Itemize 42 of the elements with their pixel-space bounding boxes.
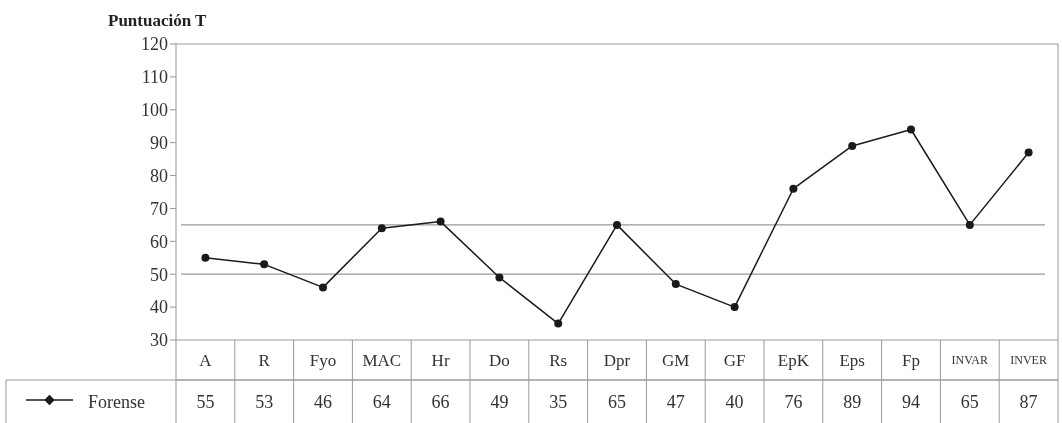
- data-label: 65: [960, 392, 979, 413]
- x-tick-label: INVER: [1010, 353, 1047, 368]
- data-label: 40: [725, 392, 744, 413]
- data-label: 66: [431, 392, 450, 413]
- data-label: 89: [843, 392, 862, 413]
- data-label: 47: [666, 392, 685, 413]
- data-label: 53: [255, 392, 274, 413]
- y-tick-label: 60: [150, 231, 168, 252]
- data-label: 64: [372, 392, 391, 413]
- x-tick-label: Fp: [902, 350, 920, 370]
- x-tick-label: Dpr: [603, 350, 631, 370]
- legend-label: Forense: [88, 392, 145, 413]
- data-label: 49: [490, 392, 509, 413]
- x-tick-label: GM: [662, 350, 690, 370]
- x-tick-label: Do: [489, 350, 510, 370]
- data-label: 35: [549, 392, 568, 413]
- y-tick-label: 100: [141, 100, 168, 121]
- x-tick-label: Fyo: [309, 350, 337, 370]
- data-label: 94: [902, 392, 920, 413]
- data-label: 55: [196, 392, 215, 413]
- x-tick-label: A: [199, 350, 213, 370]
- y-axis-title: Puntuación T: [108, 11, 208, 30]
- y-tick-label: 80: [150, 165, 168, 186]
- y-tick-label: 110: [141, 67, 168, 88]
- x-tick-label: R: [258, 350, 271, 370]
- y-tick-label: 70: [150, 198, 168, 219]
- data-label: 87: [1019, 392, 1038, 413]
- x-tick-label: INVAR: [951, 353, 989, 368]
- y-tick-label: 40: [150, 297, 168, 318]
- data-label: 76: [784, 392, 803, 413]
- x-tick-label: Rs: [549, 350, 568, 370]
- x-tick-label: EpK: [777, 350, 810, 370]
- x-tick-label: MAC: [362, 350, 402, 370]
- y-tick-label: 30: [150, 330, 168, 351]
- data-label: 46: [314, 392, 332, 413]
- y-tick-label: 90: [150, 132, 168, 153]
- y-tick-label: 50: [150, 264, 168, 285]
- x-tick-label: Eps: [839, 350, 865, 370]
- x-tick-label: Hr: [431, 350, 450, 370]
- data-label: 65: [608, 392, 626, 413]
- x-tick-label: GF: [723, 350, 746, 370]
- y-tick-label: 120: [141, 34, 168, 55]
